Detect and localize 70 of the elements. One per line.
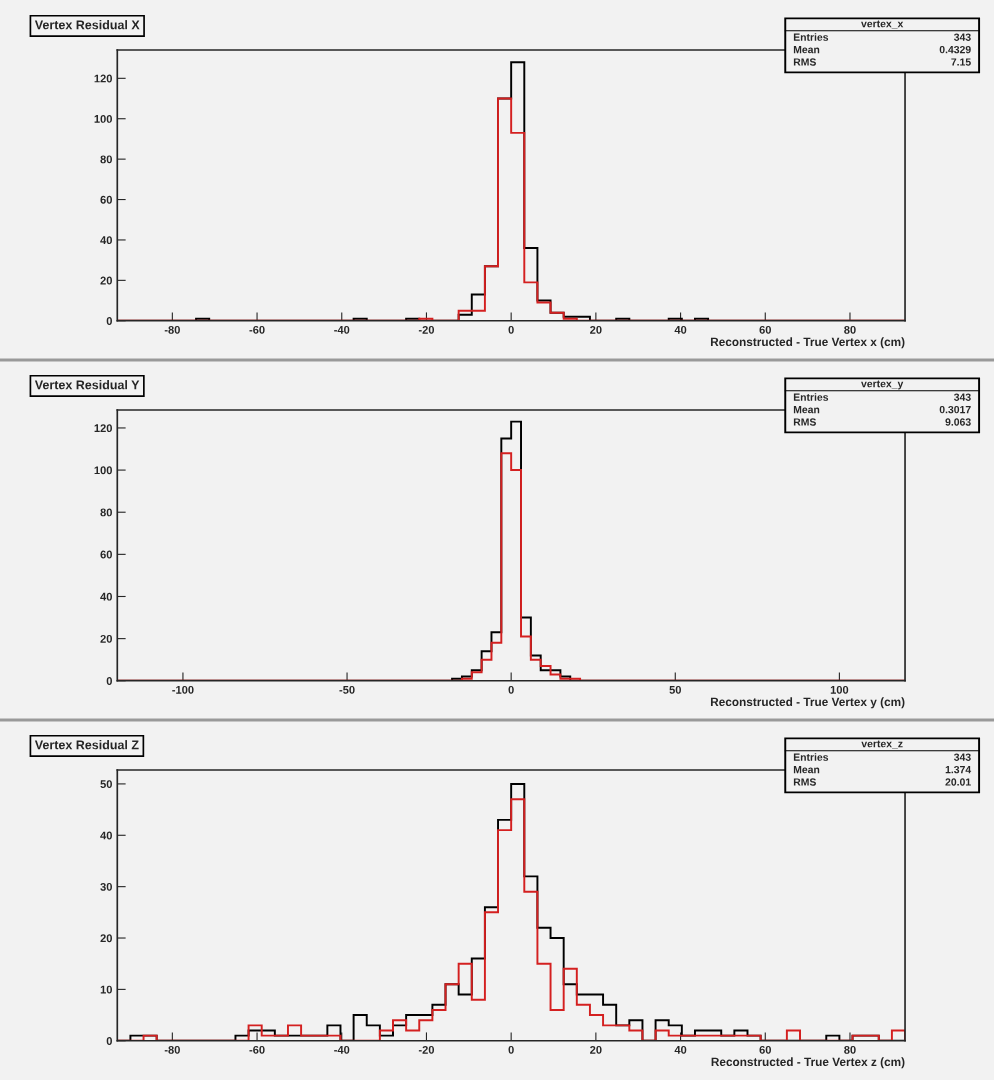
y-tick-label: 50 [100,780,112,789]
x-tick-label: 80 [844,1045,856,1054]
y-tick-label: 0 [106,1037,112,1045]
x-tick-label: -60 [249,325,265,334]
x-tick-label: 50 [669,685,681,694]
annotation: RMS [793,58,816,66]
text: Entries [793,753,829,761]
text: 343 [954,753,971,761]
text: 0.3017 [939,405,971,414]
x-tick-label: 0 [508,685,514,694]
y-tick-label: 10 [100,985,112,994]
chart-title: Vertex Residual Z [34,740,139,750]
x-tick-label: -100 [172,685,194,694]
text: vertex_x [861,20,904,29]
chart-title: Vertex Residual X [34,20,140,30]
x-tick-label: 0 [508,325,514,334]
text: Entries [793,33,829,41]
annotation: RMS [793,418,816,426]
x-tick-label: -40 [334,325,350,334]
x-tick-label: 80 [844,325,856,334]
annotation: Mean [793,766,820,774]
x-tick-label: -40 [334,1045,350,1054]
text: 7.15 [951,58,971,66]
chart-title: Vertex Residual Y [34,380,140,390]
y-tick-label: 0 [106,677,112,685]
annotation: Mean [793,406,820,414]
x-tick-label: 20 [590,1045,602,1054]
y-tick-label: 40 [100,236,112,245]
x-tick-label: 40 [674,1045,687,1054]
x-tick-label: 20 [590,325,602,334]
y-tick-label: 80 [100,155,112,164]
x-tick-label: -20 [418,1045,435,1054]
annotation: RMS [793,778,816,786]
text: 343 [954,33,971,41]
y-tick-label: 20 [100,634,112,643]
x-tick-label: -80 [164,325,180,334]
text: 1.374 [945,765,972,774]
x-tick-label: -20 [418,325,435,334]
text: 9.063 [945,418,971,426]
y-tick-label: 120 [94,424,112,433]
y-tick-label: 20 [100,276,112,285]
y-tick-label: 30 [100,882,112,891]
y-tick-label: 100 [94,115,112,123]
x-axis-title: Reconstructed - True Vertex x (cm) [710,337,905,349]
y-tick-label: 40 [100,592,112,601]
y-tick-label: 80 [100,508,112,517]
y-tick-label: 20 [100,934,112,943]
x-tick-label: 100 [830,685,849,694]
y-tick-label: 0 [106,317,112,325]
x-tick-label: -50 [339,685,355,694]
x-tick-label: -80 [164,1045,180,1054]
text: vertex_z [861,740,903,749]
y-tick-label: 100 [94,466,112,475]
y-tick-label: 40 [100,831,112,840]
x-axis-title: Reconstructed - True Vertex y (cm) [710,697,905,709]
x-axis-title: Reconstructed - True Vertex z (cm) [711,1057,905,1069]
annotation: Mean [793,46,820,54]
text: 343 [954,393,971,401]
y-tick-label: 60 [100,195,112,204]
y-tick-label: 60 [100,550,112,559]
text: 20.01 [945,778,971,786]
text: vertex_y [861,380,904,390]
x-tick-label: 0 [508,1045,514,1054]
x-tick-label: 40 [674,325,687,334]
y-tick-label: 120 [94,74,112,83]
text: Entries [793,393,829,401]
x-tick-label: -60 [249,1045,265,1054]
x-tick-label: 60 [759,1045,771,1054]
x-tick-label: 60 [759,325,771,334]
text: 0.4329 [939,45,971,54]
